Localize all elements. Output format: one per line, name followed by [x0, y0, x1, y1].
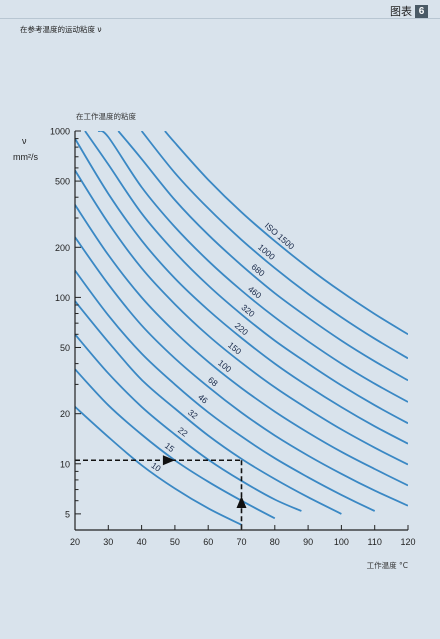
figure-label: 图表	[390, 5, 412, 18]
y-tick-label-5: 5	[65, 509, 70, 519]
curve-label-320: 320	[239, 302, 257, 319]
curve-vg-68	[75, 236, 408, 507]
curve-label-150: 150	[226, 340, 244, 357]
curve-vg-680	[117, 131, 408, 382]
curve-vg-150	[75, 169, 408, 466]
example-arrow-up	[236, 496, 247, 509]
y-tick-label-200: 200	[55, 243, 70, 253]
curve-vg-100	[75, 204, 408, 487]
curve-vg-220	[75, 138, 408, 445]
y-tick-label-1000: 1000	[50, 127, 70, 137]
x-tick-label-120: 120	[400, 537, 415, 547]
header-divider	[0, 18, 440, 19]
x-tick-label-100: 100	[334, 537, 349, 547]
y-axis-unit: mm²/s	[13, 152, 38, 162]
curve-vg-32	[75, 300, 342, 515]
figure-number-badge: 6	[415, 4, 428, 18]
x-tick-label-20: 20	[70, 537, 80, 547]
y-tick-label-20: 20	[60, 409, 70, 419]
curve-vg-1000	[140, 131, 408, 360]
page-title: 在参考温度的运动粘度 ν	[20, 25, 102, 34]
x-tick-label-30: 30	[103, 537, 113, 547]
x-tick-label-70: 70	[236, 537, 246, 547]
curve-vg-10	[75, 406, 242, 526]
curve-label-460: 460	[246, 284, 264, 301]
chart-subtitle: 在工作温度的粘度	[76, 111, 136, 121]
x-axis-title: 工作温度 °C	[367, 560, 408, 570]
curve-vg-46	[75, 269, 376, 512]
x-tick-label-110: 110	[368, 537, 382, 547]
example-arrow-right	[162, 455, 175, 466]
curve-label-220: 220	[233, 320, 250, 337]
y-tick-label-10: 10	[60, 459, 70, 469]
curve-vg-460	[97, 131, 408, 403]
x-tick-label-80: 80	[270, 537, 280, 547]
figure-header: 图表 6	[390, 4, 428, 18]
y-axis-symbol: ν	[22, 136, 27, 146]
curve-label-680: 680	[249, 262, 267, 279]
x-tick-label-50: 50	[170, 537, 180, 547]
x-tick-label-90: 90	[303, 537, 313, 547]
curve-label-100: 100	[216, 358, 234, 375]
curve-vg-1500	[164, 131, 408, 336]
curve-vg-22	[75, 333, 302, 512]
x-tick-label-60: 60	[203, 537, 213, 547]
curve-label-1000: 1000	[256, 242, 277, 262]
y-tick-label-100: 100	[55, 293, 70, 303]
curve-vg-320	[84, 131, 408, 425]
x-tick-label-40: 40	[137, 537, 147, 547]
y-tick-label-50: 50	[60, 343, 70, 353]
y-tick-label-500: 500	[55, 177, 70, 187]
